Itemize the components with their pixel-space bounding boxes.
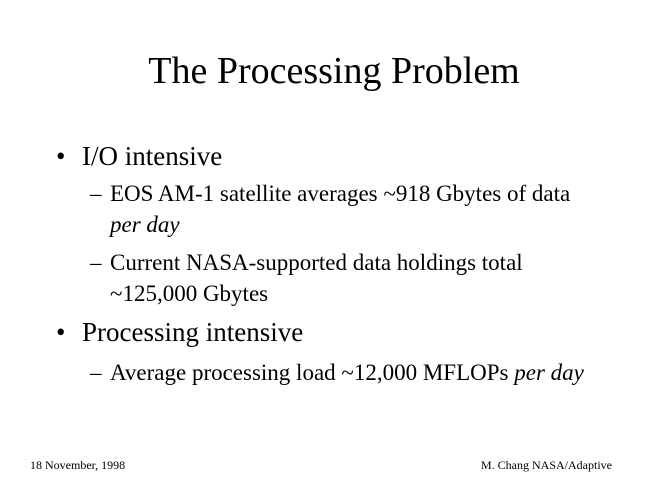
sub-bullet-text: EOS AM-1 satellite averages ~918 Gbytes … (110, 178, 590, 240)
sub-bullet-text-emphasis: per day (110, 212, 180, 237)
sub-bullet-marker: – (90, 250, 102, 275)
bullet-marker: • (56, 317, 66, 347)
sub-bullet-text-main: Average processing load ~12,000 MFLOPs (110, 360, 515, 385)
footer-author: M. Chang NASA/Adaptive (481, 458, 612, 472)
sub-bullet-eos-satellite: – EOS AM-1 satellite averages ~918 Gbyte… (90, 178, 590, 240)
sub-bullet-text-main: EOS AM-1 satellite averages ~918 Gbytes … (110, 181, 571, 206)
sub-bullet-marker: – (90, 360, 102, 385)
bullet-text: Processing intensive (82, 317, 304, 347)
bullet-text: I/O intensive (82, 141, 223, 171)
sub-bullet-text-emphasis: per day (514, 360, 584, 385)
sub-bullet-marker: – (90, 181, 102, 206)
sub-bullet-nasa-holdings: – Current NASA-supported data holdings t… (90, 247, 590, 309)
sub-bullet-text: Average processing load ~12,000 MFLOPs p… (110, 357, 590, 388)
sub-bullet-text-main: Current NASA-supported data holdings tot… (110, 250, 523, 306)
sub-bullet-text: Current NASA-supported data holdings tot… (110, 247, 590, 309)
bullet-marker: • (56, 141, 66, 171)
footer-date: 18 November, 1998 (30, 458, 126, 472)
slide-title: The Processing Problem (148, 50, 520, 92)
sub-bullet-processing-load: – Average processing load ~12,000 MFLOPs… (90, 357, 590, 388)
